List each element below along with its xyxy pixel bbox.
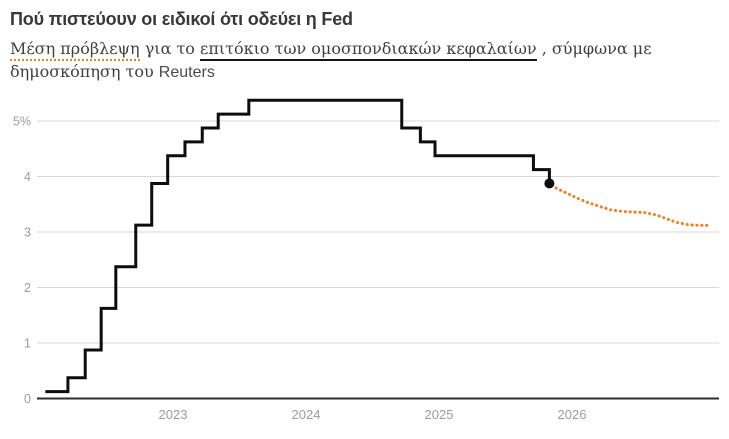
chart-header: Πού πιστεύουν οι ειδικοί ότι οδεύει η Fe… <box>10 8 710 84</box>
y-tick-label: 5% <box>13 115 31 129</box>
x-tick-label: 2023 <box>159 407 188 422</box>
y-tick-label: 0 <box>24 392 31 406</box>
y-tick-label: 3 <box>24 226 31 240</box>
y-tick-label: 1 <box>24 337 31 351</box>
subtitle-text-line2: δημοσκόπηση του <box>10 62 159 81</box>
page-title: Πού πιστεύουν οι ειδικοί ότι οδεύει η Fe… <box>10 9 353 29</box>
y-tick-label: 2 <box>24 281 31 295</box>
x-tick-label: 2025 <box>425 407 454 422</box>
term-link-median-forecast[interactable]: Μέση πρόβλεψη <box>10 39 140 61</box>
source-label: Reuters <box>158 64 215 81</box>
forecast-dotted-line <box>554 186 712 227</box>
actual-rate-step-line <box>45 98 551 394</box>
x-tick-label: 2024 <box>292 407 321 422</box>
current-rate-marker <box>544 178 555 189</box>
fed-rate-chart-canvas: 0 1 2 3 4 5% 2023 2024 2025 2026 <box>13 98 719 422</box>
fed-rate-chart: 0 1 2 3 4 5% 2023 2024 2025 2026 <box>0 85 729 439</box>
x-tick-label: 2026 <box>558 407 587 422</box>
subtitle-text-tail: , σύμφωνα με <box>536 39 652 58</box>
chart-subtitle: Μέση πρόβλεψη για το επιτόκιο των ομοσπο… <box>10 37 710 84</box>
subtitle-text-mid: για το <box>139 39 201 58</box>
term-link-fed-funds-rate[interactable]: επιτόκιο των ομοσπονδιακών κεφαλαίων <box>200 39 537 61</box>
y-tick-label: 4 <box>24 170 31 184</box>
